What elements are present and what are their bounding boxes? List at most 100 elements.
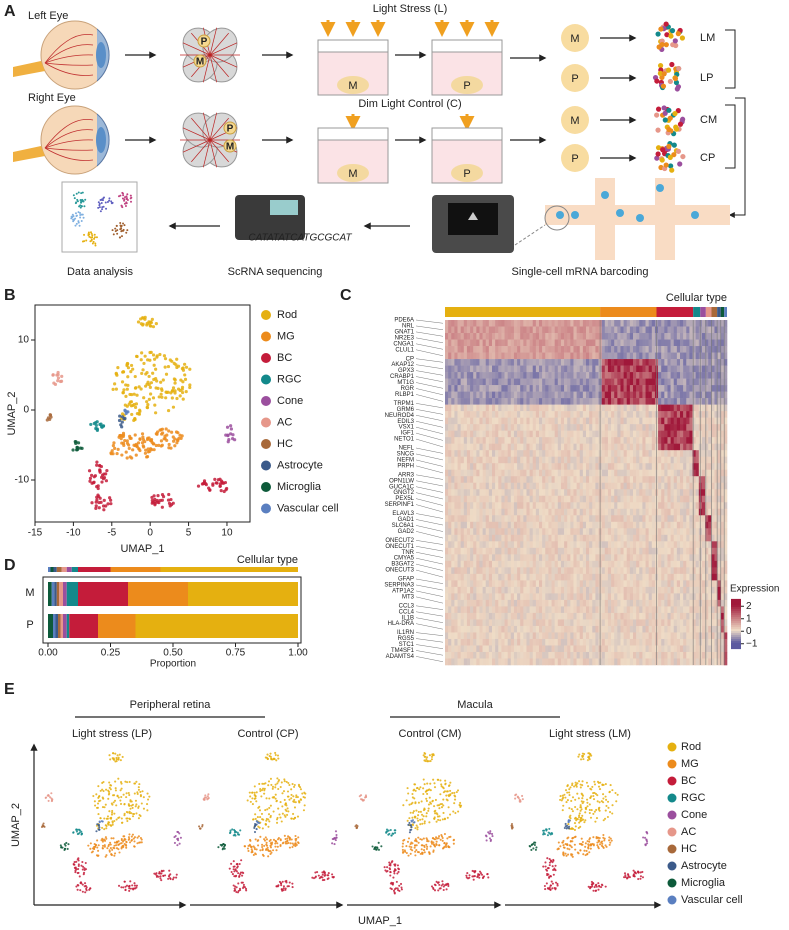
heat-cell xyxy=(607,333,612,340)
heat-cell xyxy=(504,489,508,497)
heat-cell xyxy=(695,430,700,438)
umap-dot xyxy=(123,439,127,443)
heat-cell xyxy=(626,469,631,477)
heat-cell xyxy=(579,541,584,549)
heat-cell xyxy=(548,333,552,340)
type-strip xyxy=(700,307,706,317)
heat-cell xyxy=(607,573,612,581)
heat-cell xyxy=(488,469,493,477)
heat-cell xyxy=(535,326,540,334)
heat-cell xyxy=(683,560,687,568)
heat-cell xyxy=(604,521,609,529)
heat-cell xyxy=(720,430,725,438)
heat-cell xyxy=(620,320,624,327)
heat-cell xyxy=(529,567,534,575)
heat-cell xyxy=(551,495,555,503)
heat-cell xyxy=(498,430,502,438)
heat-cell xyxy=(476,502,480,510)
heat-cell xyxy=(542,320,546,327)
heat-cell xyxy=(460,339,465,347)
heat-cell xyxy=(692,333,696,340)
heat-cell xyxy=(676,430,681,438)
type-strip xyxy=(717,307,721,317)
heat-cell xyxy=(611,508,615,516)
heat-cell xyxy=(708,333,712,340)
heat-cell xyxy=(510,352,515,360)
heat-cell xyxy=(532,469,537,477)
heat-cell xyxy=(633,476,637,484)
heat-cell xyxy=(457,567,461,575)
heat-cell xyxy=(670,326,675,334)
heat-cell xyxy=(454,372,458,379)
heat-cell xyxy=(604,476,609,484)
heat-cell xyxy=(492,333,496,340)
heat-cell xyxy=(539,560,543,568)
heat-cell xyxy=(520,495,524,503)
heat-cell xyxy=(670,521,675,529)
heat-cell xyxy=(695,573,700,581)
heat-cell xyxy=(542,547,546,555)
heat-cell xyxy=(698,567,703,575)
heat-cell xyxy=(492,430,496,438)
heat-cell xyxy=(664,489,668,497)
heat-cell xyxy=(723,352,728,360)
heat-cell xyxy=(539,469,543,477)
heat-cell xyxy=(601,599,606,607)
heat-cell xyxy=(645,437,649,444)
umap-dot xyxy=(123,403,127,407)
heat-cell xyxy=(582,528,587,536)
heat-cell xyxy=(573,456,577,464)
heat-cell xyxy=(586,541,590,549)
heat-cell xyxy=(676,482,681,490)
heat-cell xyxy=(479,333,483,340)
heat-cell xyxy=(570,606,574,614)
heat-cell xyxy=(711,567,715,575)
heat-cell xyxy=(708,411,712,418)
heat-cell xyxy=(554,502,559,510)
heat-cell xyxy=(711,417,715,425)
heat-cell xyxy=(485,404,490,412)
heat-cell xyxy=(611,547,615,555)
heat-cell xyxy=(542,346,546,353)
heat-cell xyxy=(717,391,722,399)
heat-cell xyxy=(680,333,684,340)
heat-cell xyxy=(701,580,706,588)
heat-cell xyxy=(532,586,537,594)
umap-dot xyxy=(183,373,187,377)
heat-cell xyxy=(629,554,634,562)
heat-cell xyxy=(661,502,665,510)
heat-cell xyxy=(705,593,709,601)
heat-cell xyxy=(557,417,562,425)
heat-cell xyxy=(661,417,665,425)
heat-cell xyxy=(551,352,555,360)
heat-cell xyxy=(686,541,690,549)
heat-cell xyxy=(658,502,662,510)
heat-cell xyxy=(517,359,521,366)
heat-cell xyxy=(520,463,524,471)
heat-cell xyxy=(567,580,571,588)
umap-dot xyxy=(188,385,192,390)
heat-cell xyxy=(642,424,646,431)
heat-cell xyxy=(708,580,712,588)
heat-cell xyxy=(601,495,606,503)
heat-cell xyxy=(504,586,508,594)
heat-cell xyxy=(482,489,487,497)
heat-cell xyxy=(504,339,508,347)
heat-cell xyxy=(720,482,725,490)
heat-cell xyxy=(526,573,530,581)
heat-cell xyxy=(488,586,493,594)
retina-vessel xyxy=(209,42,238,56)
heat-cell xyxy=(507,489,512,497)
heat-cell xyxy=(661,560,665,568)
heat-cell xyxy=(470,612,474,620)
heat-cell xyxy=(689,385,693,392)
heat-cell xyxy=(614,463,618,471)
heat-cell xyxy=(607,417,612,425)
cell xyxy=(654,78,660,84)
heat-cell xyxy=(642,554,646,562)
heat-cell xyxy=(661,352,665,360)
heat-cell xyxy=(701,333,706,340)
heat-cell xyxy=(570,573,574,581)
umap-dot xyxy=(113,446,117,450)
heat-cell xyxy=(560,534,565,542)
